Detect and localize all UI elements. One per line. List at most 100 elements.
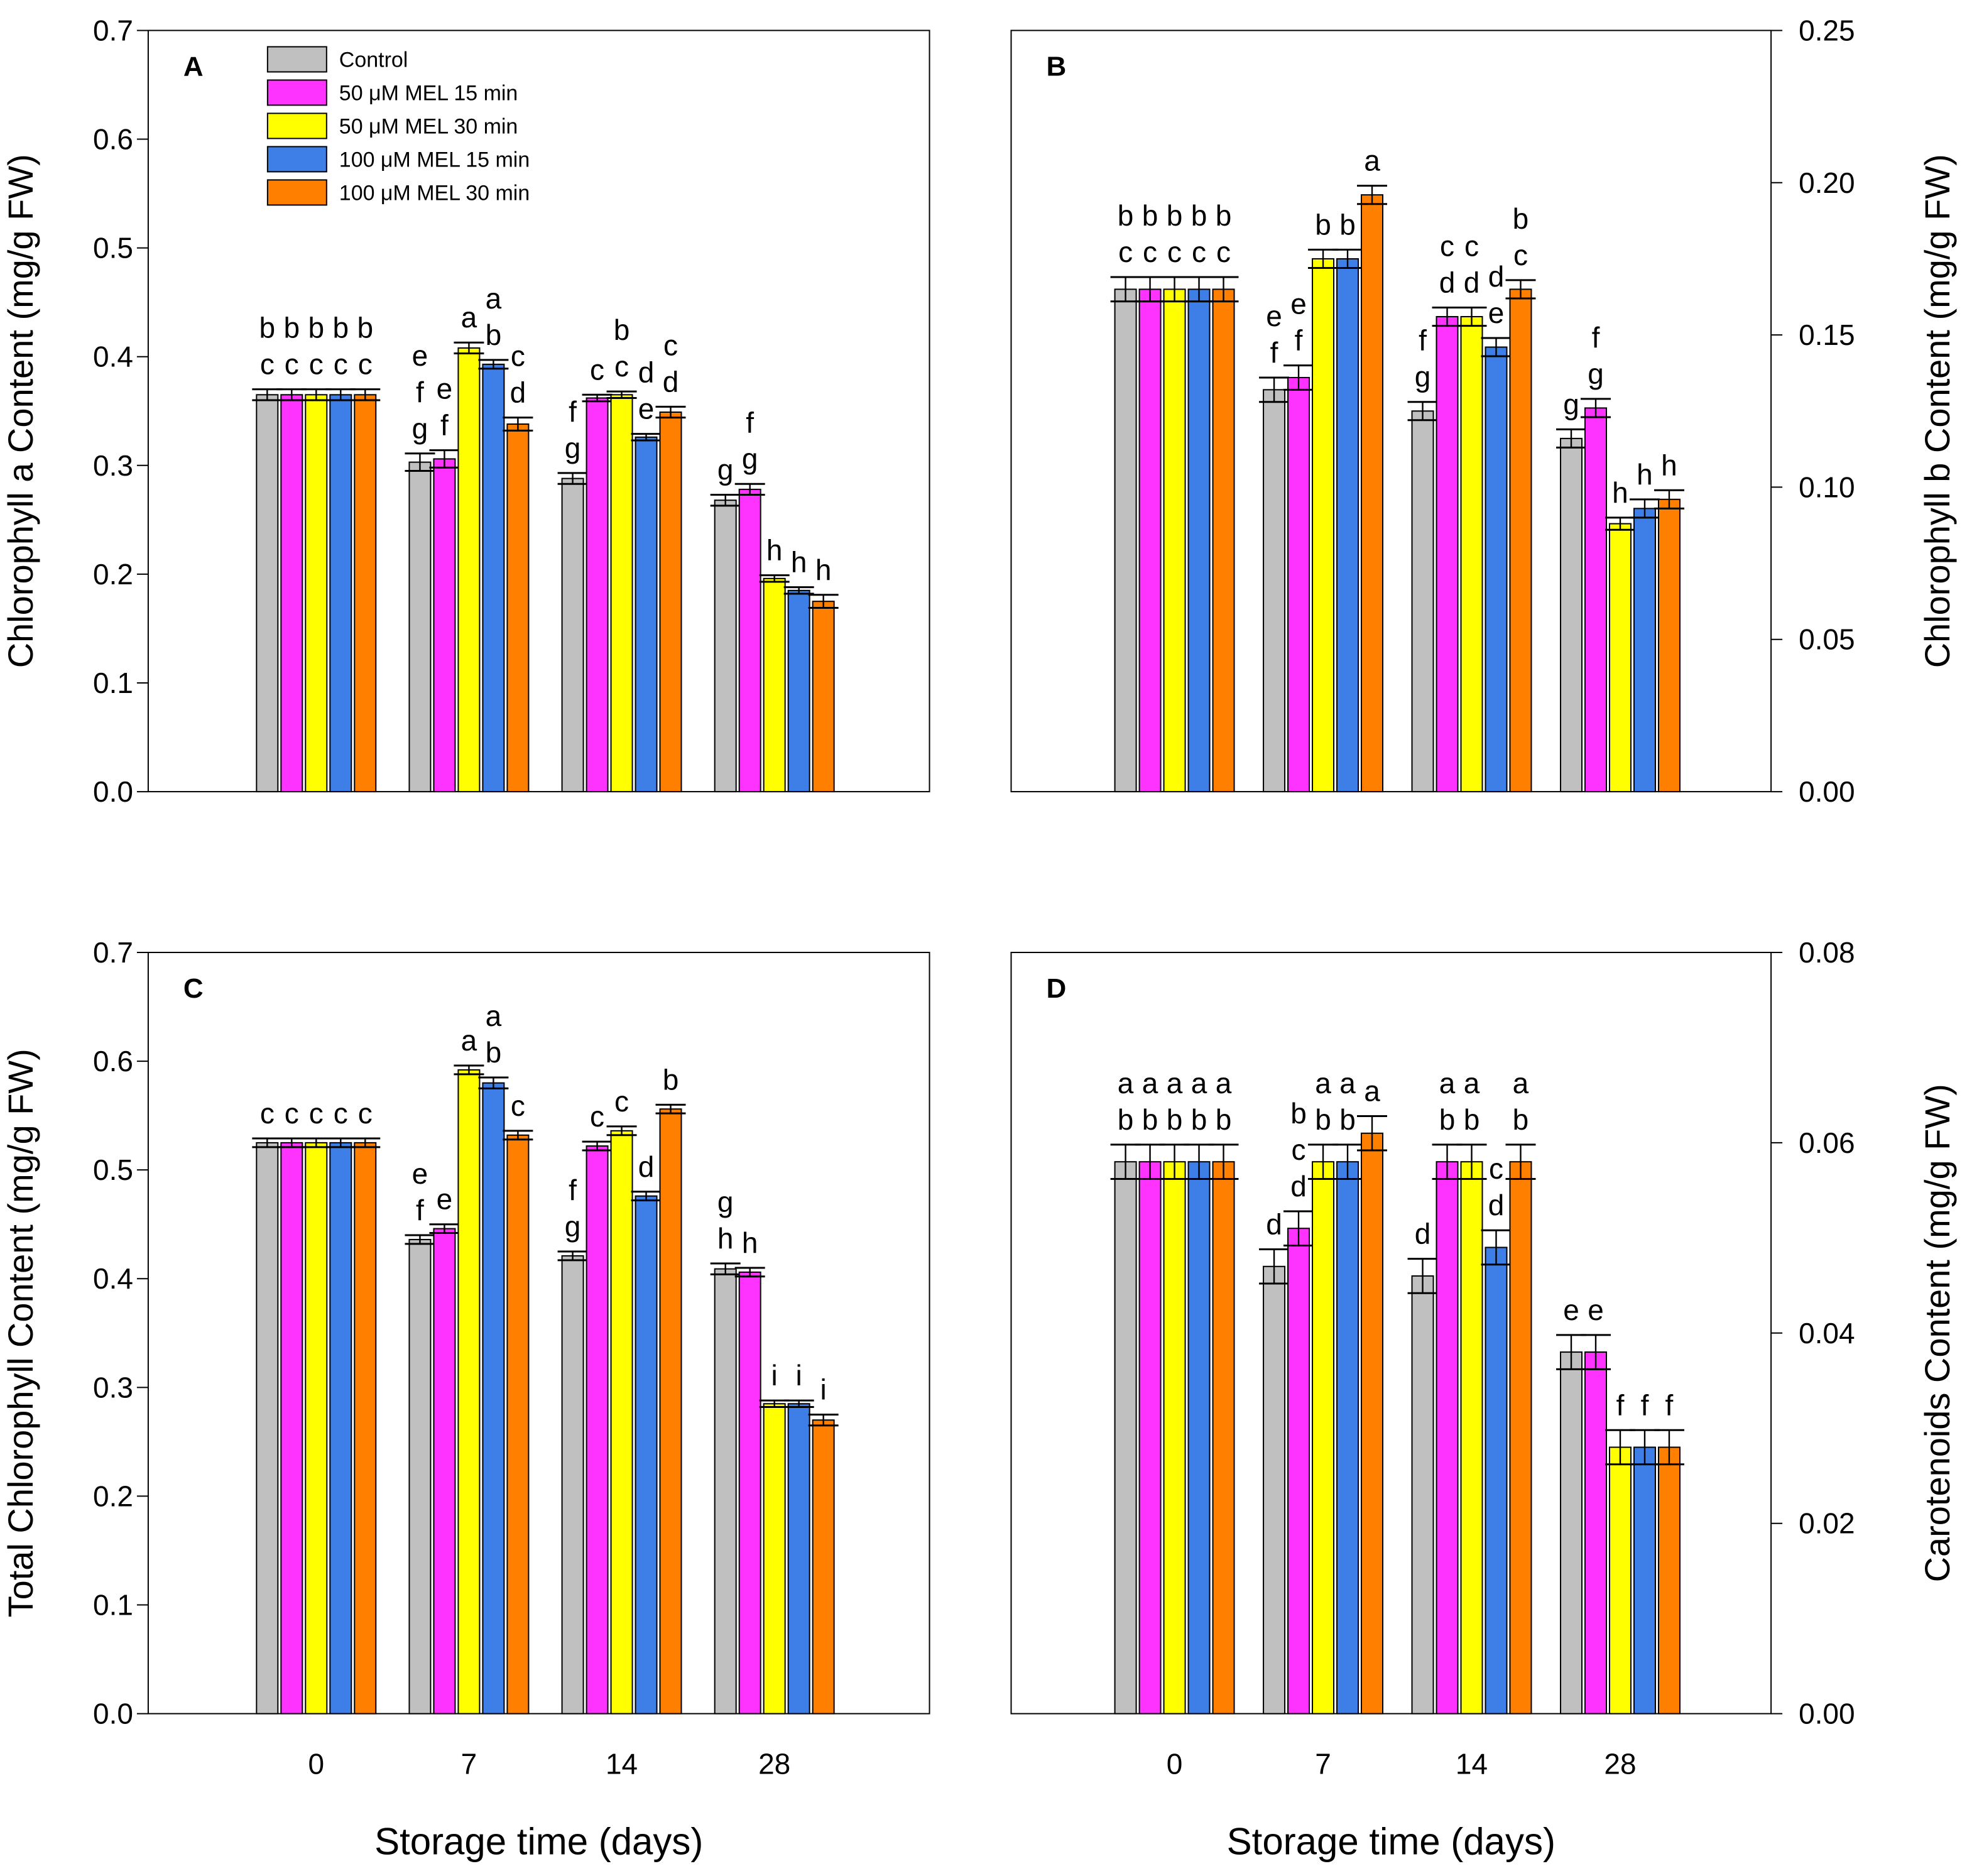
significance-letter: g xyxy=(565,1210,581,1243)
x-tick-label: 28 xyxy=(758,1748,790,1781)
legend-swatch xyxy=(266,112,327,139)
y-axis-label: Carotenoids Content (mg/g FW) xyxy=(1917,1084,1957,1582)
legend-label: 50 μM MEL 30 min xyxy=(339,114,518,138)
significance-letter: c xyxy=(309,348,324,381)
significance-letter: a xyxy=(1364,145,1380,177)
significance-letter: b xyxy=(1464,1103,1480,1136)
bar xyxy=(482,1082,505,1715)
significance-letter: b xyxy=(332,312,349,344)
significance-letter: d xyxy=(1464,266,1480,298)
legend-label: 100 μM MEL 30 min xyxy=(339,181,530,205)
legend-label: 100 μM MEL 15 min xyxy=(339,148,530,172)
bar xyxy=(1436,316,1459,793)
significance-letter: b xyxy=(1339,208,1356,241)
significance-letter: h xyxy=(717,1222,734,1255)
bar xyxy=(1633,1446,1656,1715)
y-tick-label: 0.5 xyxy=(93,232,133,264)
bar xyxy=(1212,288,1235,793)
significance-letter: g xyxy=(1588,357,1604,390)
significance-letter: f xyxy=(1616,1388,1625,1421)
significance-letter: a xyxy=(1142,1067,1158,1099)
significance-letter: b xyxy=(1315,208,1331,241)
y-tick-label: 0.4 xyxy=(93,1262,133,1295)
significance-letter: c xyxy=(1489,1152,1503,1185)
legend-swatch xyxy=(266,79,327,106)
significance-letter: a xyxy=(486,282,502,315)
bar xyxy=(1187,288,1211,793)
panel-label: A xyxy=(183,51,204,82)
significance-letter: g xyxy=(565,432,581,464)
significance-letter: a xyxy=(1118,1067,1134,1099)
legend-swatch xyxy=(266,179,327,206)
significance-letter: f xyxy=(1641,1388,1649,1421)
significance-letter: d xyxy=(663,365,679,398)
significance-letter: f xyxy=(569,395,577,428)
y-tick-label: 0.5 xyxy=(93,1153,133,1186)
significance-letter: g xyxy=(717,1186,734,1218)
bar xyxy=(1187,1161,1211,1715)
x-tick-label: 7 xyxy=(1315,1748,1331,1781)
significance-letter: f xyxy=(1270,336,1278,369)
significance-letter: c xyxy=(663,329,678,361)
significance-letter: c xyxy=(590,1100,604,1133)
bar xyxy=(787,1403,810,1715)
bar xyxy=(1633,508,1656,793)
bar xyxy=(714,1268,737,1715)
bar xyxy=(1460,1161,1483,1715)
significance-letter: c xyxy=(285,1097,299,1130)
significance-letter: c xyxy=(358,348,373,381)
bar xyxy=(1212,1161,1235,1715)
significance-letter: c xyxy=(1440,230,1454,263)
y-tick-label: 0.0 xyxy=(93,775,133,808)
significance-letter: d xyxy=(1488,1189,1505,1221)
significance-letter: d xyxy=(1439,266,1456,298)
significance-letter: g xyxy=(1563,388,1579,420)
significance-letter: b xyxy=(1191,1103,1207,1136)
significance-letter: f xyxy=(1419,324,1427,357)
significance-letter: e xyxy=(638,393,655,425)
significance-letter: f xyxy=(569,1174,577,1206)
bar xyxy=(1584,1351,1607,1715)
significance-letter: h xyxy=(815,554,832,586)
y-tick-label: 0.02 xyxy=(1799,1507,1855,1540)
significance-letter: c xyxy=(334,1097,348,1130)
bar xyxy=(714,499,737,793)
bar xyxy=(610,1130,633,1715)
significance-letter: b xyxy=(1315,1103,1331,1136)
y-axis-label: Chlorophyll a Content (mg/g FW) xyxy=(1,154,40,668)
significance-letter: b xyxy=(1216,199,1232,232)
y-tick-label: 0.7 xyxy=(93,14,133,46)
significance-letter: c xyxy=(334,348,348,381)
y-tick-label: 0.15 xyxy=(1799,319,1855,351)
bar xyxy=(408,1238,432,1715)
legend-label: 50 μM MEL 15 min xyxy=(339,81,518,105)
x-tick-label: 0 xyxy=(308,1748,325,1781)
y-tick-label: 0.6 xyxy=(93,1045,133,1077)
bar xyxy=(433,1228,456,1715)
x-axis-label: Storage time (days) xyxy=(374,1821,703,1863)
bar xyxy=(1361,194,1384,793)
y-tick-label: 0.00 xyxy=(1799,1698,1855,1730)
significance-letter: b xyxy=(1290,1097,1307,1130)
significance-letter: b xyxy=(1142,1103,1158,1136)
significance-letter: e xyxy=(1488,297,1505,329)
significance-letter: d xyxy=(510,376,526,409)
significance-letter: b xyxy=(486,1036,502,1069)
bar xyxy=(1657,498,1681,793)
y-tick-label: 0.08 xyxy=(1799,936,1855,969)
bar xyxy=(1509,1161,1532,1715)
bar xyxy=(763,1403,786,1715)
bar xyxy=(1114,288,1137,793)
bar xyxy=(1584,407,1607,793)
significance-letter: h xyxy=(742,1226,758,1259)
significance-letter: b xyxy=(663,1063,679,1096)
significance-letter: f xyxy=(1295,324,1303,357)
y-tick-label: 0.1 xyxy=(93,667,133,699)
bar xyxy=(1138,288,1162,793)
significance-letter: e xyxy=(1266,300,1282,332)
panel-label: D xyxy=(1046,973,1066,1004)
bar xyxy=(1287,1228,1310,1715)
bar xyxy=(256,1142,279,1715)
y-tick-label: 0.04 xyxy=(1799,1317,1855,1350)
